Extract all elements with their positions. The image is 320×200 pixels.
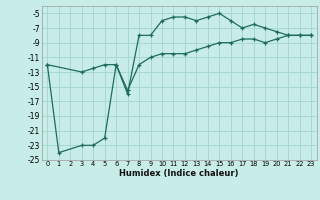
- X-axis label: Humidex (Indice chaleur): Humidex (Indice chaleur): [119, 169, 239, 178]
